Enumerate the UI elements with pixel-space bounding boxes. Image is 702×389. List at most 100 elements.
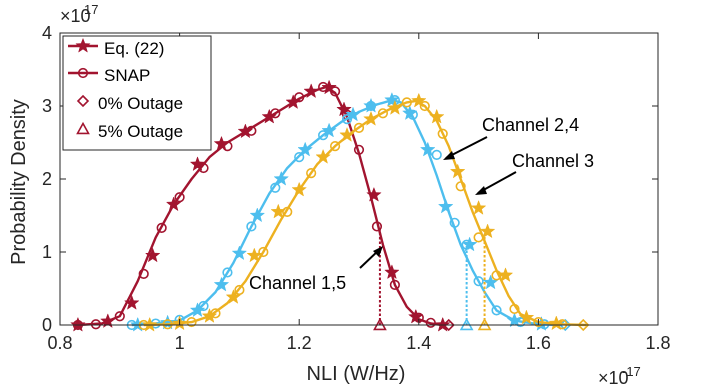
eq22-marker — [411, 92, 427, 108]
snap-marker — [473, 276, 484, 287]
x-exponent-power: -17 — [622, 364, 641, 379]
snap-marker — [156, 222, 167, 234]
snap-marker — [389, 279, 400, 290]
eq22-marker — [201, 307, 218, 323]
eq22-marker — [225, 289, 242, 304]
snap-marker — [258, 246, 269, 258]
snap-marker — [491, 305, 502, 316]
eq22-marker — [297, 141, 313, 157]
snap-marker — [377, 108, 389, 119]
eq22-marker — [419, 141, 436, 157]
snap-marker — [282, 206, 293, 217]
eq22-marker — [321, 122, 337, 138]
eq22-marker — [408, 308, 424, 324]
legend-star-icon — [75, 37, 91, 53]
snap-marker — [431, 149, 442, 161]
legend-circle-icon — [77, 67, 89, 79]
legend-label-eq22: Eq. (22) — [104, 39, 164, 58]
eq22-marker — [506, 312, 523, 328]
eq22-marker — [384, 264, 400, 280]
snap-marker — [246, 221, 257, 232]
x-exponent-base: ×10 — [598, 368, 629, 388]
x-axis-label: NLI (W/Hz) — [307, 363, 406, 385]
eq22-marker — [231, 245, 248, 261]
eq22-marker — [213, 276, 230, 292]
eq22-marker — [291, 181, 307, 197]
snap-marker — [90, 319, 101, 330]
eq22-marker — [336, 101, 352, 117]
eq22-marker — [303, 83, 319, 99]
eq22-marker — [363, 97, 379, 113]
outage-0-marker — [442, 318, 455, 332]
snap-marker — [491, 270, 502, 281]
eq22-marker — [479, 223, 496, 239]
eq22-marker — [70, 316, 86, 332]
x-tick-label: 1.4 — [406, 333, 431, 353]
eq22-marker — [339, 126, 355, 142]
eq22-marker — [189, 302, 206, 318]
y-exponent-base: ×10 — [60, 6, 91, 26]
eq22-marker — [165, 196, 182, 212]
snap-marker — [449, 217, 460, 228]
snap-marker — [401, 97, 412, 108]
snap-marker — [306, 168, 317, 179]
eq22-marker — [402, 105, 418, 120]
snap-marker — [186, 316, 197, 328]
eq22-marker — [273, 170, 290, 186]
series-channel_3 — [138, 92, 590, 332]
snap-marker — [473, 232, 484, 243]
eq22-marker — [321, 79, 337, 95]
y-tick-label: 1 — [42, 242, 52, 262]
eq22-marker — [261, 108, 278, 124]
curve-channel_1_5 — [77, 85, 443, 327]
snap-marker — [419, 100, 430, 112]
y-exponent-power: 17 — [84, 2, 98, 17]
x-tick-label: 0.8 — [47, 333, 72, 353]
eq22-marker — [363, 110, 379, 126]
snap-marker — [353, 144, 365, 155]
series-channel_2_4 — [126, 91, 572, 332]
eq22-marker — [246, 247, 263, 263]
eq22-marker — [497, 267, 514, 282]
eq22-marker — [366, 186, 382, 202]
annotation-channel-3: Channel 3 — [512, 151, 594, 171]
y-tick-label: 0 — [42, 315, 52, 335]
outage-5-marker — [373, 317, 387, 331]
eq22-marker — [123, 294, 140, 310]
snap-marker — [234, 284, 245, 296]
eq22-marker — [315, 148, 331, 164]
annotation-arrowhead-channel-3 — [475, 186, 487, 195]
legend: Eq. (22) SNAP 0% Outage 5% Outage — [62, 35, 212, 151]
legend-triangle-icon — [76, 121, 90, 135]
eq22-marker — [141, 316, 158, 332]
eq22-marker — [144, 247, 161, 263]
snap-marker — [294, 92, 305, 103]
eq22-marker — [434, 316, 451, 332]
legend-label-0-outage: 0% Outage — [98, 94, 183, 113]
snap-marker — [270, 182, 281, 193]
snap-marker — [509, 303, 520, 315]
eq22-marker — [159, 314, 176, 330]
snap-marker — [114, 311, 125, 322]
annotation-arrowhead-channel-2-4 — [443, 151, 455, 160]
annotation-arrowhead-channel-1-5 — [373, 246, 383, 257]
x-tick-label: 1.2 — [287, 333, 312, 353]
snap-marker — [455, 181, 466, 192]
y-axis-label: Probability Density — [8, 99, 30, 265]
eq22-marker — [461, 236, 478, 252]
snap-marker — [533, 316, 544, 328]
eq22-marker — [449, 163, 466, 179]
outage-5-marker — [477, 317, 492, 331]
eq22-marker — [285, 94, 302, 109]
eq22-marker — [189, 156, 206, 172]
y-tick-label: 4 — [42, 23, 52, 43]
snap-marker — [425, 317, 436, 328]
snap-marker — [174, 192, 185, 203]
legend-label-snap: SNAP — [104, 66, 150, 85]
x-tick-label: 1 — [175, 333, 185, 353]
legend-diamond-icon — [76, 94, 90, 108]
eq22-marker — [270, 203, 287, 219]
eq22-marker — [518, 309, 535, 325]
